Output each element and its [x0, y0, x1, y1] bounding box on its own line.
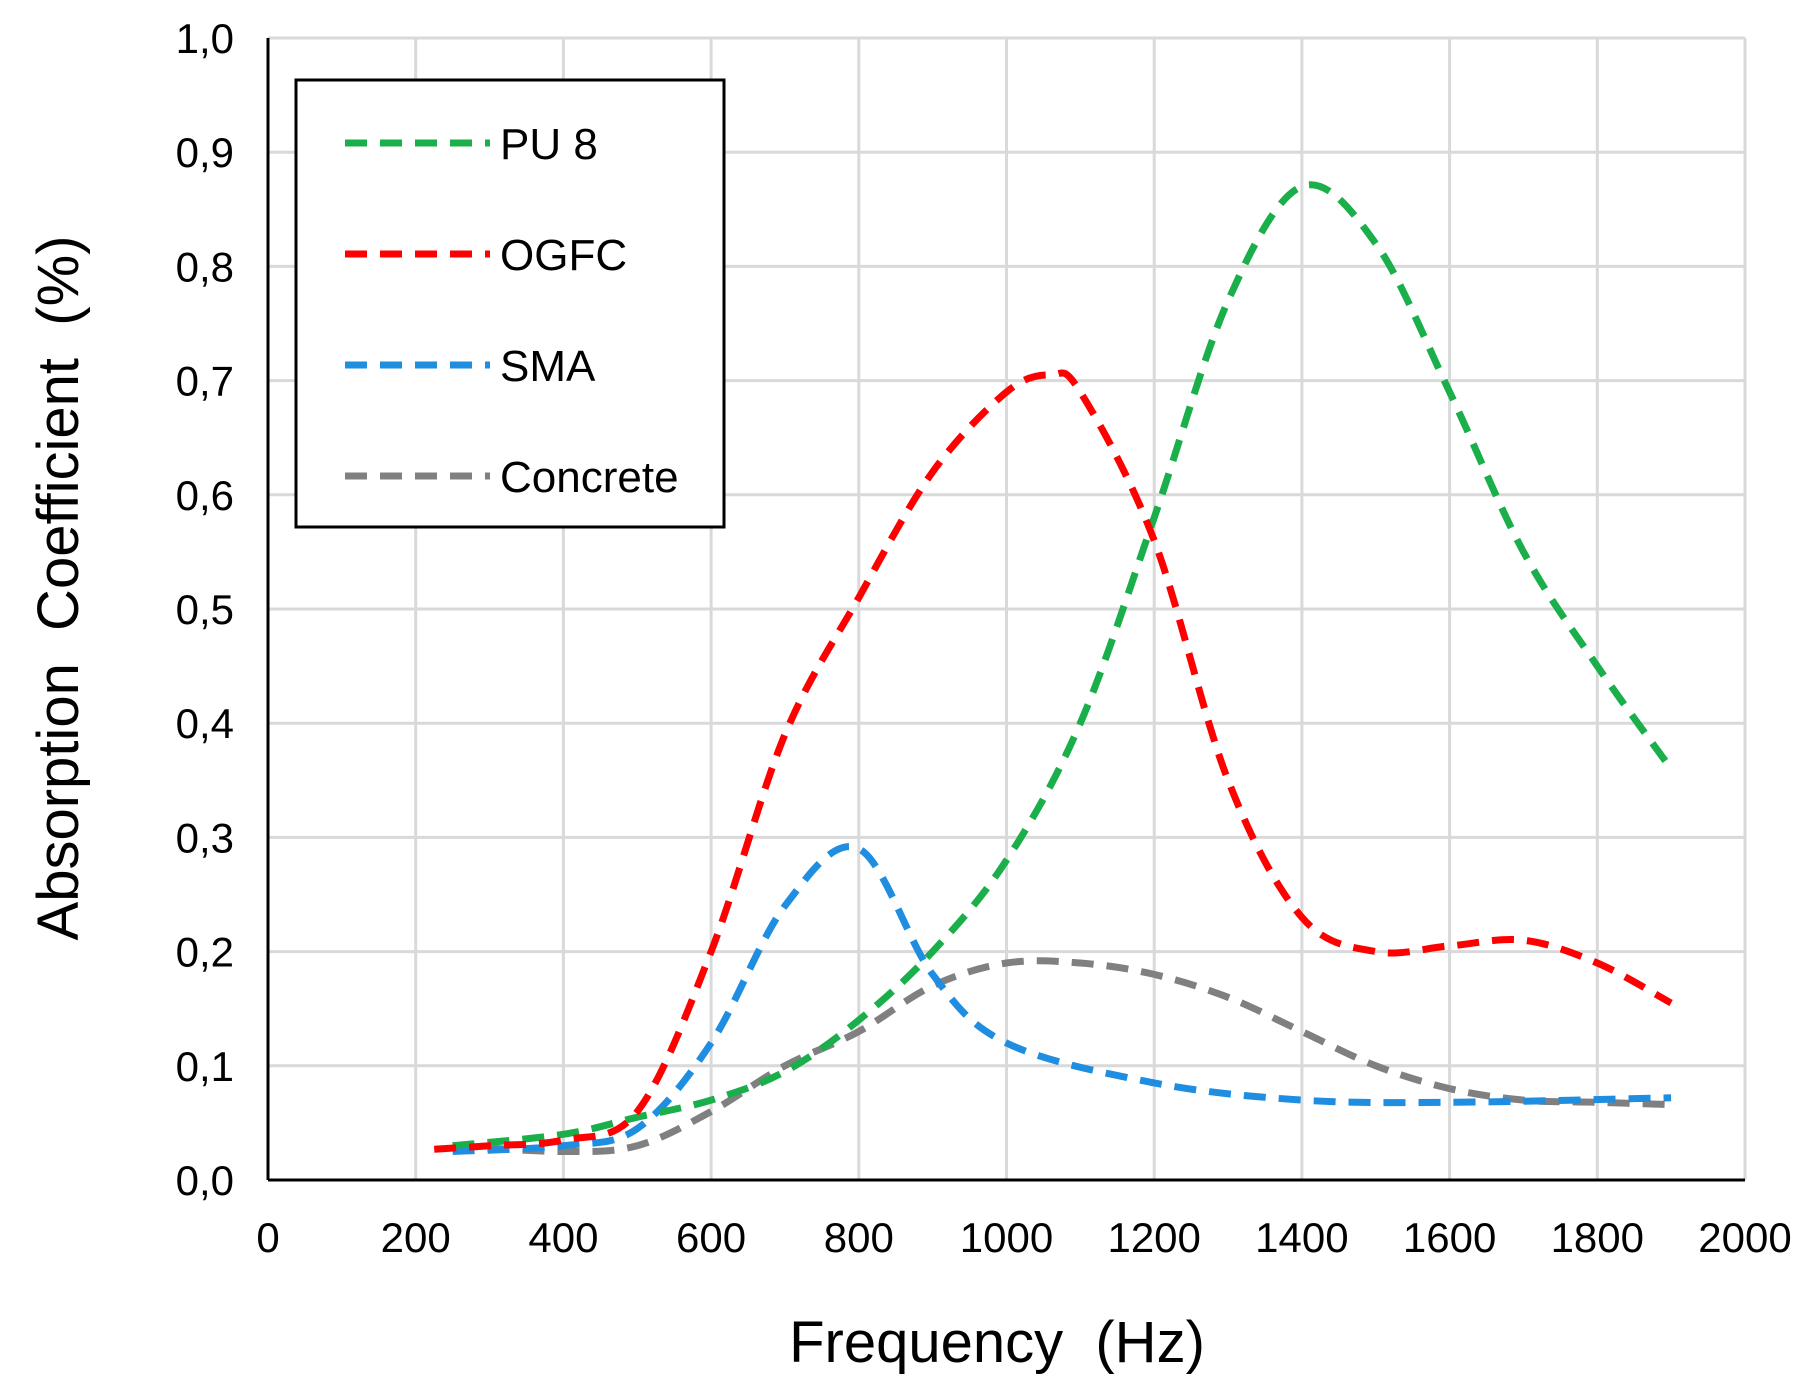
x-tick-label: 200 — [381, 1214, 451, 1261]
axes — [266, 38, 1745, 1182]
y-tick-label: 0,7 — [176, 358, 234, 405]
x-tick-label: 600 — [676, 1214, 746, 1261]
series-line-sma — [452, 843, 1672, 1155]
y-tick-label: 0,1 — [176, 1043, 234, 1090]
legend-label: OGFC — [500, 231, 627, 280]
x-tick-label: 1000 — [960, 1214, 1053, 1261]
legend-box — [294, 78, 726, 529]
x-tick-label: 1400 — [1255, 1214, 1348, 1261]
y-tick-label: 0,4 — [176, 700, 234, 747]
series-lines — [433, 181, 1674, 1156]
grid-lines — [268, 36, 1747, 1180]
x-tick-label: 2000 — [1698, 1214, 1791, 1261]
y-tick-label: 0,6 — [176, 472, 234, 519]
y-tick-label: 0,8 — [176, 243, 234, 290]
x-tick-label: 0 — [256, 1214, 279, 1261]
legend-label: Concrete — [500, 453, 679, 502]
x-tick-label: 1800 — [1551, 1214, 1644, 1261]
legend: PU 8 OGFC SMA Concrete — [294, 78, 726, 529]
x-tick-label: 400 — [528, 1214, 598, 1261]
x-tick-label: 1200 — [1107, 1214, 1200, 1261]
y-tick-label: 0,3 — [176, 814, 234, 861]
x-tick-label: 800 — [824, 1214, 894, 1261]
x-tick-label: 1600 — [1403, 1214, 1496, 1261]
series-line-ogfc — [433, 369, 1673, 1153]
y-axis-title: Absorption Coefficient (%) — [26, 236, 91, 941]
x-axis-title: Frequency (Hz) — [789, 1310, 1205, 1375]
y-tick-label: 0,0 — [176, 1157, 234, 1204]
y-tick-label: 0,5 — [176, 586, 234, 633]
series-line-pu-8 — [452, 181, 1674, 1150]
legend-label: SMA — [500, 342, 596, 391]
y-tick-label: 1,0 — [176, 15, 234, 62]
y-tick-label: 0,9 — [176, 129, 234, 176]
y-tick-label: 0,2 — [176, 929, 234, 976]
legend-label: PU 8 — [500, 120, 598, 169]
series-line-concrete — [452, 957, 1672, 1156]
tick-labels: 0 200 400 600 800 1000 1200 1400 1600 1800 2000 0,0… — [176, 15, 1792, 1261]
